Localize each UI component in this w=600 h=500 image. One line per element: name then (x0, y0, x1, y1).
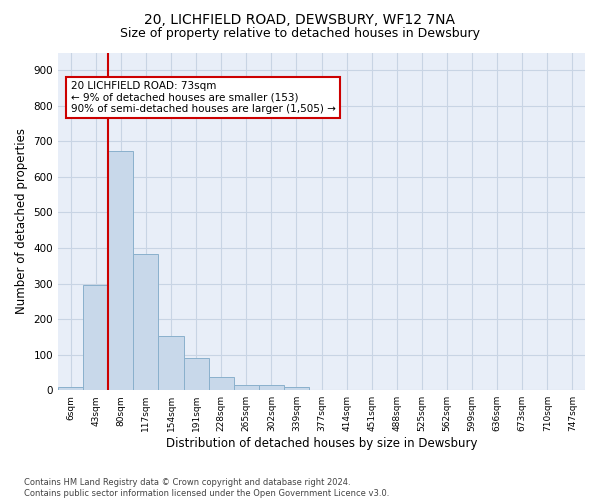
Y-axis label: Number of detached properties: Number of detached properties (15, 128, 28, 314)
Bar (284, 386, 309, 390)
Bar (83, 286, 108, 390)
Text: 20, LICHFIELD ROAD, DEWSBURY, WF12 7NA: 20, LICHFIELD ROAD, DEWSBURY, WF12 7NA (145, 12, 455, 26)
X-axis label: Distribution of detached houses by size in Dewsbury: Distribution of detached houses by size … (166, 437, 477, 450)
Bar (259, 385, 284, 390)
Text: Size of property relative to detached houses in Dewsbury: Size of property relative to detached ho… (120, 28, 480, 40)
Bar (58, 388, 83, 390)
Bar (158, 336, 184, 390)
Bar (133, 254, 158, 390)
Bar (233, 385, 259, 390)
Bar (184, 358, 209, 390)
Text: 20 LICHFIELD ROAD: 73sqm
← 9% of detached houses are smaller (153)
90% of semi-d: 20 LICHFIELD ROAD: 73sqm ← 9% of detache… (71, 81, 335, 114)
Bar (209, 377, 233, 390)
Text: Contains HM Land Registry data © Crown copyright and database right 2024.
Contai: Contains HM Land Registry data © Crown c… (24, 478, 389, 498)
Bar (108, 152, 133, 390)
